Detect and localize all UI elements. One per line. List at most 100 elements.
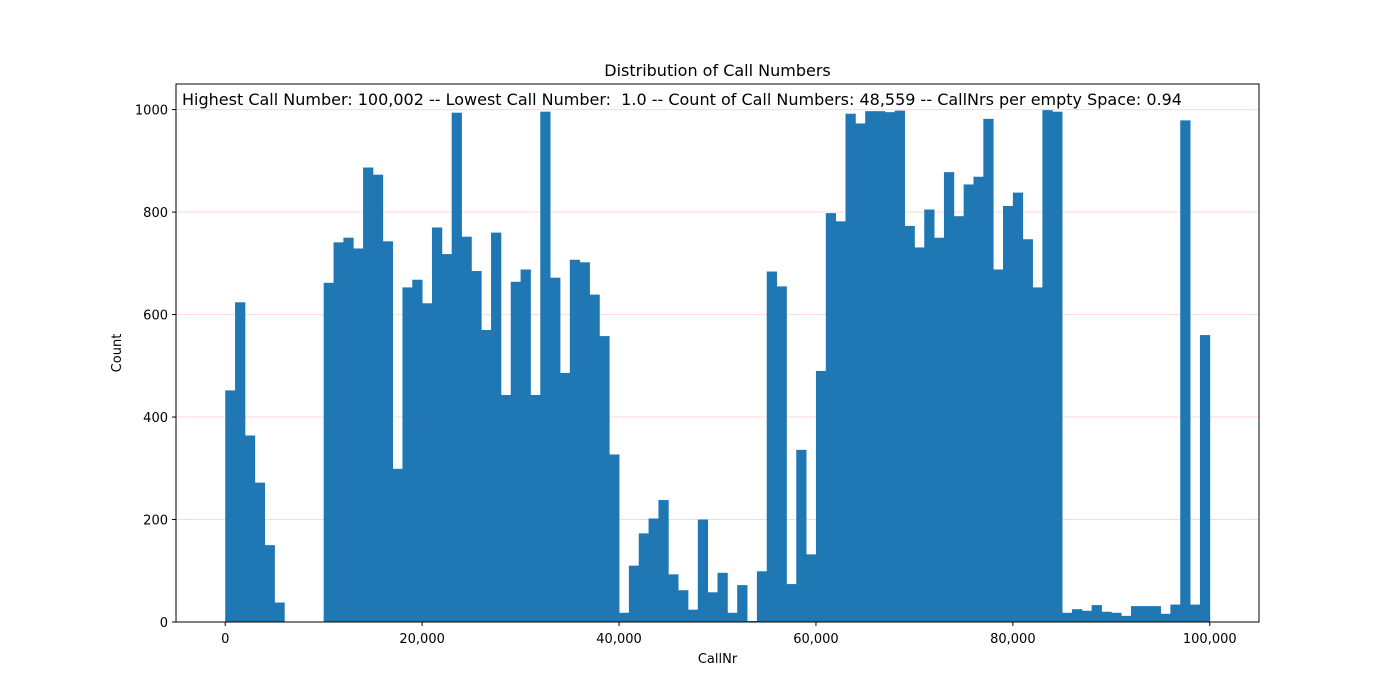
bar	[1101, 611, 1112, 622]
bar	[382, 241, 393, 623]
y-tick-label: 1000	[135, 104, 168, 119]
bar	[235, 302, 246, 622]
bar	[1160, 613, 1171, 622]
bar	[963, 184, 974, 622]
bar	[1091, 605, 1102, 622]
annotation-text: Highest Call Number: 100,002 -- Lowest C…	[182, 90, 1182, 109]
bar	[1190, 604, 1201, 622]
bar	[894, 110, 905, 622]
bar	[540, 111, 551, 623]
bar	[1003, 205, 1014, 622]
bar	[973, 176, 984, 623]
bar	[914, 247, 925, 622]
bar	[530, 395, 541, 622]
bar	[934, 237, 945, 622]
bar	[422, 303, 433, 622]
x-tick-label: 80,000	[990, 632, 1036, 647]
bar	[806, 554, 817, 622]
bar	[589, 294, 600, 622]
bar	[559, 372, 571, 622]
bar	[835, 221, 846, 622]
bar	[875, 111, 886, 622]
bar	[1170, 604, 1181, 622]
bar	[569, 259, 581, 622]
bar	[510, 281, 521, 622]
bar	[1150, 606, 1161, 622]
bar	[1032, 287, 1043, 622]
bar	[471, 271, 482, 622]
y-tick-label: 400	[143, 411, 168, 426]
bar	[825, 213, 837, 622]
bar	[707, 592, 718, 622]
bar	[1111, 612, 1122, 622]
bar	[786, 584, 797, 622]
bar	[697, 519, 709, 622]
bar	[1121, 615, 1132, 622]
y-tick-label: 800	[143, 206, 168, 221]
bar	[766, 271, 777, 622]
bars	[225, 110, 1211, 623]
x-tick-label: 100,000	[1183, 632, 1237, 647]
bar	[343, 237, 354, 622]
bar	[628, 565, 640, 622]
bar	[1131, 606, 1142, 622]
bar	[1022, 239, 1033, 622]
bar	[737, 585, 748, 622]
y-axis-ticks: 0 200 400 600 800 1000	[135, 104, 176, 631]
bar	[983, 118, 994, 622]
y-tick-label: 0	[160, 616, 168, 631]
bar	[1140, 606, 1152, 622]
bar	[1199, 335, 1211, 622]
bar	[1042, 110, 1053, 622]
bar	[599, 336, 610, 622]
bar	[412, 279, 423, 622]
bar	[776, 286, 787, 622]
bar	[756, 571, 768, 622]
bar	[1052, 111, 1063, 623]
bar	[451, 112, 462, 622]
y-tick-label: 600	[143, 309, 168, 324]
bar	[609, 454, 620, 622]
bar	[1062, 612, 1073, 622]
bar	[244, 435, 256, 622]
x-tick-label: 40,000	[596, 632, 642, 647]
bar	[225, 390, 236, 622]
bar	[1012, 192, 1024, 622]
bar	[1071, 609, 1083, 622]
bar	[323, 282, 334, 622]
bar	[815, 370, 827, 622]
bar	[924, 209, 935, 622]
bar	[619, 612, 630, 622]
bar	[264, 545, 275, 622]
bar	[1081, 610, 1093, 622]
bar	[796, 449, 807, 622]
x-tick-label: 20,000	[399, 632, 445, 647]
bar	[491, 232, 502, 622]
bar	[1180, 120, 1191, 622]
bar	[638, 533, 649, 622]
bar	[461, 236, 472, 622]
y-axis-title: Count	[110, 334, 125, 373]
x-axis-title: CallNr	[698, 652, 738, 667]
bar	[884, 112, 896, 623]
x-tick-label: 60,000	[793, 632, 839, 647]
x-axis-ticks: 0 20,000 40,000 60,000 80,000 100,000	[221, 622, 1237, 647]
bar	[441, 254, 453, 623]
bar	[855, 123, 866, 622]
bar	[363, 167, 374, 622]
bar	[402, 287, 413, 622]
chart-title: Distribution of Call Numbers	[604, 61, 831, 80]
bar	[727, 612, 738, 622]
bar	[372, 174, 384, 622]
bar	[687, 609, 699, 622]
x-tick-label: 0	[221, 632, 229, 647]
bar	[274, 602, 285, 622]
bar	[500, 395, 512, 622]
plot-area-frame	[175, 83, 1260, 623]
bar	[431, 227, 443, 622]
bar	[904, 225, 915, 622]
bar	[845, 113, 856, 622]
bar	[579, 262, 590, 622]
bar	[254, 482, 266, 622]
